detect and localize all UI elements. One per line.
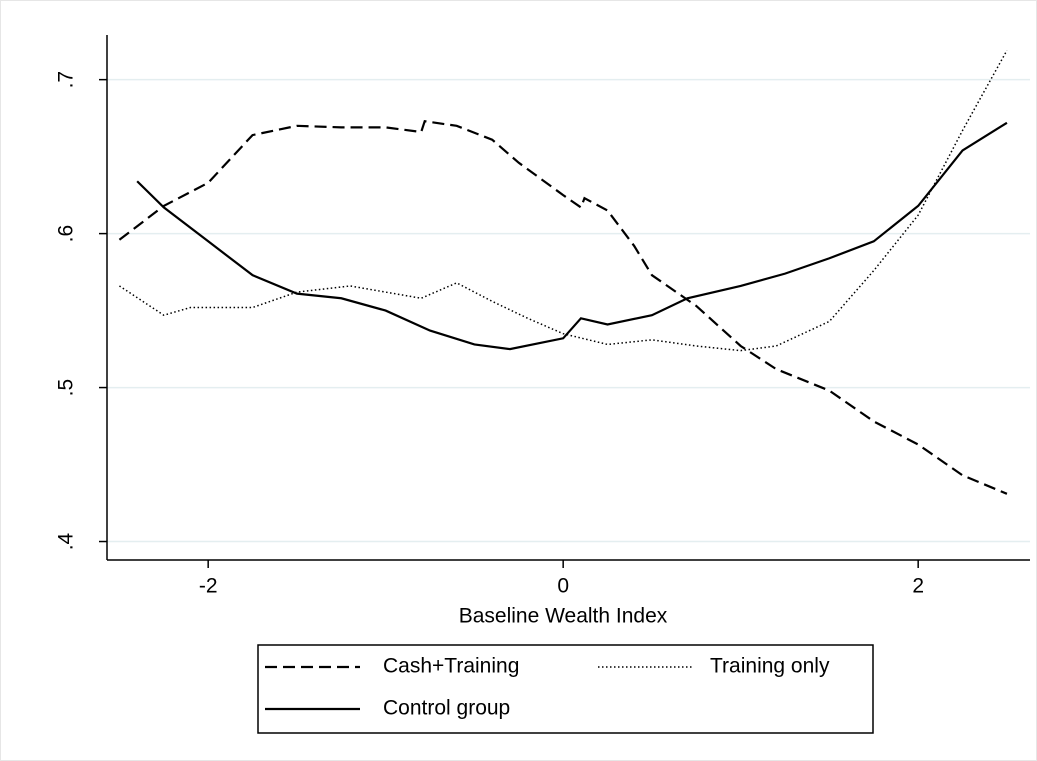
x-axis-title: Baseline Wealth Index bbox=[459, 605, 668, 628]
x-tick-label: -2 bbox=[199, 575, 218, 598]
y-tick-label: .4 bbox=[55, 532, 78, 550]
legend-label: Training only bbox=[710, 655, 830, 678]
legend-label: Control group bbox=[383, 697, 510, 720]
legend-box bbox=[257, 644, 874, 734]
y-tick-label: .7 bbox=[55, 71, 78, 89]
series-line bbox=[118, 119, 1008, 495]
y-tick-label: .5 bbox=[55, 379, 78, 397]
y-tick-label: .6 bbox=[55, 225, 78, 243]
x-tick-label: 0 bbox=[557, 575, 569, 598]
x-tick-label: 2 bbox=[912, 575, 924, 598]
legend-label: Cash+Training bbox=[383, 655, 519, 678]
series-line bbox=[119, 50, 1008, 352]
series-line bbox=[136, 121, 1008, 351]
